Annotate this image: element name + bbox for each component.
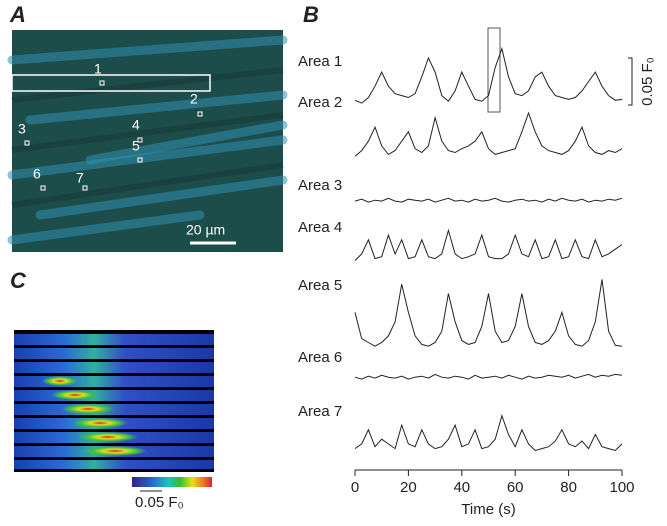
panel-label: B (303, 2, 319, 27)
scale-bar (628, 57, 633, 106)
trace (354, 228, 623, 261)
trace-label: Area 6 (298, 349, 342, 366)
line-scan-image (14, 330, 214, 472)
colorbar-label: 0.05 F₀ (135, 494, 184, 511)
roi-label: 4 (132, 117, 140, 133)
x-tick-label: 0 (351, 479, 359, 496)
scale-bar-label: 0.05 F₀ (639, 57, 656, 106)
trace-label: Area 5 (298, 277, 342, 294)
micrograph (7, 30, 288, 252)
panel-label: A (9, 2, 26, 27)
trace-label: Area 4 (298, 219, 342, 236)
roi-label: 7 (76, 170, 84, 186)
trace (354, 373, 623, 380)
trace-label: Area 1 (298, 53, 342, 70)
roi-label: 2 (190, 91, 198, 107)
trace (354, 414, 623, 452)
roi-label: 3 (18, 121, 26, 137)
trace-label: Area 3 (298, 177, 342, 194)
scale-bar-label: 20 µm (186, 222, 225, 238)
trace (354, 279, 623, 347)
highlight-box (487, 27, 501, 113)
trace (354, 197, 623, 203)
colorbar (132, 477, 212, 487)
trace-label: Area 7 (298, 403, 342, 420)
roi-label: 1 (94, 61, 102, 77)
x-axis-label: Time (s) (461, 501, 515, 518)
roi-labels: 1 2 3 4 5 6 7 20 µm (18, 61, 225, 238)
trace-label: Area 2 (298, 94, 342, 111)
trace (354, 111, 623, 157)
roi-label: 5 (132, 138, 140, 154)
x-tick-label: 80 (560, 479, 577, 496)
panel-label: C (10, 268, 27, 293)
trace (354, 46, 623, 104)
roi-label: 6 (33, 166, 41, 182)
x-tick-label: 20 (400, 479, 417, 496)
x-tick-label: 60 (507, 479, 524, 496)
x-tick-label: 100 (609, 479, 634, 496)
x-tick-label: 40 (453, 479, 470, 496)
